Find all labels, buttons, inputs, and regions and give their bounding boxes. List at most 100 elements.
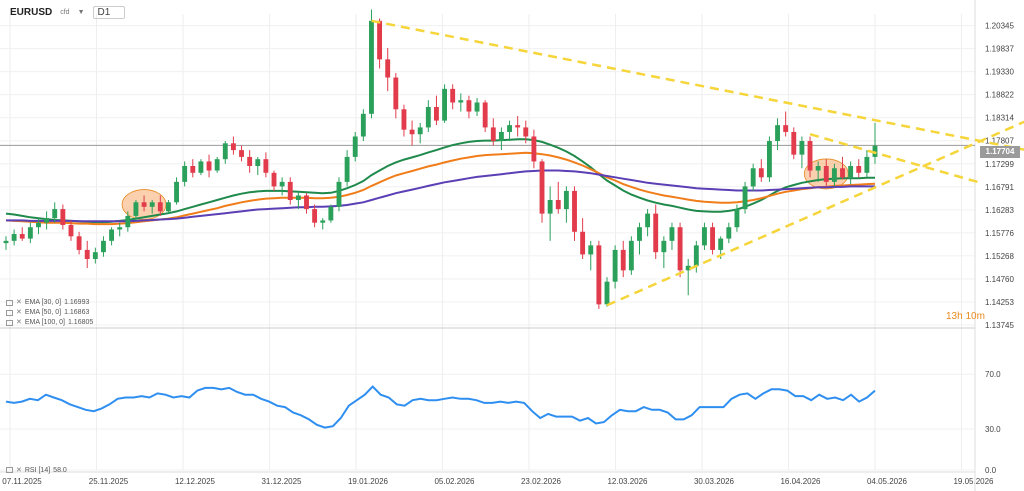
settings-icon[interactable] bbox=[6, 310, 13, 316]
candle bbox=[190, 159, 196, 178]
candle-body bbox=[750, 168, 756, 187]
settings-icon[interactable] bbox=[6, 467, 13, 473]
candle-body bbox=[864, 156, 870, 173]
candle-body bbox=[572, 190, 577, 232]
symbol-label[interactable]: EURUSD bbox=[10, 7, 53, 18]
candle-body bbox=[628, 240, 634, 271]
chevron-down-icon[interactable]: ▼ bbox=[77, 9, 85, 16]
timeframe-select[interactable]: D1 bbox=[92, 6, 126, 19]
candle bbox=[434, 95, 439, 126]
candle bbox=[417, 122, 423, 144]
close-icon[interactable]: ✕ bbox=[16, 309, 22, 316]
x-tick-label: 07.11.2025 bbox=[2, 477, 42, 486]
symbol-suffix: cfd bbox=[60, 9, 70, 16]
candle bbox=[263, 152, 269, 178]
ema-legend-item-30[interactable]: ✕ EMA [30, 0] 1.16993 bbox=[6, 298, 93, 308]
x-tick-label: 23.02.2026 bbox=[521, 477, 562, 486]
x-tick-label: 31.12.2025 bbox=[261, 477, 302, 486]
timeframe-label: D1 bbox=[97, 7, 111, 18]
candle bbox=[377, 18, 383, 69]
candle bbox=[68, 220, 74, 241]
candle bbox=[352, 131, 358, 162]
close-icon[interactable]: ✕ bbox=[16, 319, 22, 326]
candle-body bbox=[466, 100, 472, 112]
candle-body bbox=[799, 141, 805, 155]
candle bbox=[27, 222, 33, 244]
candle-body bbox=[515, 125, 521, 128]
candle bbox=[628, 236, 634, 275]
candle bbox=[247, 150, 253, 173]
chart-header: EURUSD cfd ▼ D1 bbox=[10, 6, 126, 19]
candle bbox=[523, 120, 529, 144]
candle-body bbox=[3, 240, 9, 244]
x-tick-label: 30.03.2026 bbox=[694, 477, 735, 486]
candle-body bbox=[588, 245, 594, 255]
rsi-line bbox=[5, 385, 876, 429]
candle-body bbox=[352, 136, 358, 157]
candle bbox=[775, 118, 780, 151]
candle bbox=[84, 240, 90, 269]
y-tick-label: 1.18822 bbox=[985, 91, 1014, 100]
candle bbox=[823, 159, 829, 187]
candle-body bbox=[336, 181, 342, 207]
candle bbox=[320, 218, 326, 230]
candle bbox=[831, 163, 837, 187]
settings-icon[interactable] bbox=[6, 300, 13, 306]
candle bbox=[239, 145, 244, 162]
candle-body bbox=[409, 129, 415, 135]
candle bbox=[44, 211, 50, 230]
candle-body bbox=[360, 113, 366, 137]
candle-body bbox=[385, 59, 391, 78]
candle-body bbox=[425, 107, 431, 128]
candle-body bbox=[182, 165, 188, 182]
candle-body bbox=[823, 165, 829, 182]
candle-body bbox=[279, 181, 285, 187]
ema-legend-item-100[interactable]: ✕ EMA [100, 0] 1.16805 bbox=[6, 318, 93, 328]
candle-body bbox=[661, 240, 667, 253]
settings-icon[interactable] bbox=[6, 320, 13, 326]
candle-body bbox=[157, 202, 163, 212]
candle bbox=[401, 104, 407, 137]
candle bbox=[872, 122, 878, 164]
candle bbox=[11, 229, 17, 246]
candle bbox=[612, 245, 618, 289]
candle bbox=[149, 200, 155, 214]
candle bbox=[588, 240, 594, 271]
candle-body bbox=[255, 159, 261, 166]
ema-30-label: EMA [30, 0] bbox=[24, 299, 62, 306]
candle-body bbox=[539, 161, 545, 214]
candle bbox=[856, 159, 862, 178]
candle-body bbox=[856, 165, 862, 173]
candle bbox=[450, 84, 456, 110]
candle-body bbox=[19, 234, 25, 239]
rsi-legend[interactable]: ✕ RSI [14] 58.0 bbox=[6, 466, 67, 474]
candle-body bbox=[92, 252, 98, 259]
candle bbox=[515, 116, 521, 137]
x-tick-label: 05.02.2026 bbox=[434, 477, 475, 486]
candle-body bbox=[68, 224, 74, 237]
candle-body bbox=[165, 202, 171, 212]
candle bbox=[76, 231, 82, 255]
rsi-label: RSI [14] bbox=[24, 466, 51, 474]
ema-legend-item-50[interactable]: ✕ EMA [50, 0] 1.16863 bbox=[6, 308, 93, 318]
x-tick-label: 16.04.2026 bbox=[780, 477, 821, 486]
close-icon[interactable]: ✕ bbox=[16, 299, 22, 306]
candle-body bbox=[563, 190, 569, 210]
candle-body bbox=[117, 227, 123, 230]
candle-body bbox=[474, 102, 480, 112]
candle bbox=[734, 204, 740, 232]
candle-body bbox=[125, 215, 131, 228]
candle-body bbox=[174, 181, 179, 203]
candle bbox=[60, 204, 66, 230]
candle-body bbox=[547, 200, 553, 214]
candle-body bbox=[702, 227, 707, 246]
candle-body bbox=[206, 161, 212, 171]
candle-body bbox=[328, 206, 334, 221]
y-tick-label: 1.16283 bbox=[985, 206, 1014, 215]
candle bbox=[661, 236, 667, 269]
close-icon[interactable]: ✕ bbox=[16, 467, 22, 474]
candle bbox=[490, 118, 496, 146]
x-tick-label: 12.03.2026 bbox=[607, 477, 648, 486]
candle-body bbox=[401, 109, 407, 130]
